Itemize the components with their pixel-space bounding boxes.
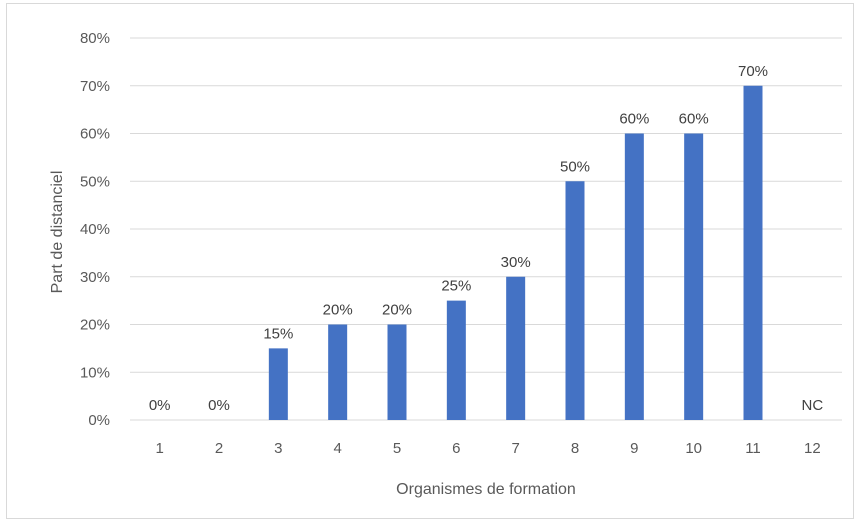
data-label: 30%: [501, 254, 531, 271]
bar: [328, 324, 348, 420]
x-tick-label: 10: [685, 440, 702, 457]
gridlines: [130, 37, 842, 421]
data-label: 15%: [263, 325, 293, 342]
data-label: NC: [801, 397, 823, 414]
y-tick-label: 0%: [88, 412, 110, 429]
data-label: 20%: [382, 302, 412, 319]
data-label: 0%: [149, 397, 171, 414]
x-tick-label: 11: [745, 440, 761, 457]
bar: [506, 276, 526, 420]
data-label: 20%: [323, 302, 353, 319]
x-tick-label: 4: [333, 440, 341, 457]
y-tick-label: 20%: [80, 317, 110, 334]
x-tick-label: 1: [155, 440, 163, 457]
x-tick-label: 2: [215, 440, 223, 457]
bar: [743, 85, 763, 420]
y-tick-label: 80%: [80, 30, 110, 47]
y-axis-ticks: 0% 10% 20% 30% 40% 50% 60% 70% 80%: [80, 30, 110, 429]
y-axis-title: Part de distanciel: [49, 171, 66, 294]
y-tick-label: 10%: [80, 364, 110, 381]
chart-frame: [6, 3, 854, 519]
bar: [387, 324, 407, 420]
x-axis-title: Organismes de formation: [396, 481, 576, 498]
data-label: 0%: [208, 397, 230, 414]
x-tick-label: 5: [393, 440, 401, 457]
bar: [565, 181, 585, 420]
y-tick-label: 60%: [80, 126, 110, 143]
x-tick-label: 9: [630, 440, 638, 457]
x-tick-label: 7: [511, 440, 519, 457]
y-tick-label: 50%: [80, 173, 110, 190]
bars: [268, 85, 763, 420]
x-tick-label: 6: [452, 440, 460, 457]
bar: [446, 300, 466, 420]
data-label: 60%: [679, 111, 709, 128]
data-labels: 0% 0% 15% 20% 20% 25% 30% 50% 60% 60% 70% NC: [149, 63, 824, 414]
y-tick-label: 40%: [80, 221, 110, 238]
data-label: 60%: [619, 111, 649, 128]
y-tick-label: 70%: [80, 78, 110, 95]
data-label: 25%: [441, 278, 471, 295]
data-label: 70%: [738, 63, 768, 80]
bar: [684, 133, 704, 420]
y-tick-label: 30%: [80, 269, 110, 286]
bar: [624, 133, 644, 420]
x-tick-label: 12: [804, 440, 821, 457]
x-axis-ticks: 1 2 3 4 5 6 7 8 9 10 11 12: [155, 440, 820, 457]
bar: [268, 348, 288, 420]
x-tick-label: 3: [274, 440, 282, 457]
data-label: 50%: [560, 158, 590, 175]
x-tick-label: 8: [571, 440, 579, 457]
